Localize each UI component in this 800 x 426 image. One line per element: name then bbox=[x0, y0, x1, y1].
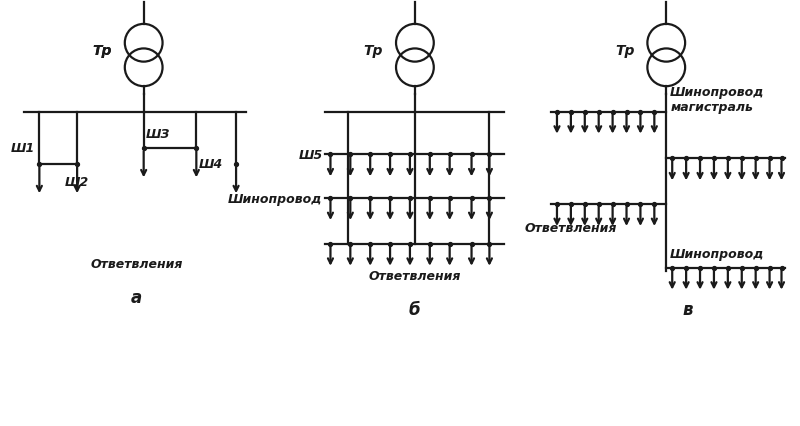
Text: Тр: Тр bbox=[92, 44, 112, 58]
Text: Шинопровод
магистраль: Шинопровод магистраль bbox=[670, 86, 765, 113]
Text: Ш5: Ш5 bbox=[298, 149, 322, 161]
Text: Ш1: Ш1 bbox=[10, 141, 34, 155]
Text: Ответвления: Ответвления bbox=[369, 270, 461, 282]
Text: Тр: Тр bbox=[92, 44, 112, 58]
Text: Ответвления: Ответвления bbox=[525, 222, 617, 235]
Text: б: б bbox=[409, 301, 421, 319]
Text: а: а bbox=[131, 289, 142, 307]
Text: ШЗ: ШЗ bbox=[146, 128, 170, 141]
Text: Шинопровод: Шинопровод bbox=[670, 248, 765, 261]
Text: Ответвления: Ответвления bbox=[90, 258, 183, 271]
Text: Ш2: Ш2 bbox=[65, 175, 90, 188]
Text: Тр: Тр bbox=[615, 44, 634, 58]
Text: Тр: Тр bbox=[363, 44, 383, 58]
Text: в: в bbox=[683, 301, 694, 319]
Text: Ш4: Ш4 bbox=[198, 158, 222, 170]
Text: Шинопровод: Шинопровод bbox=[228, 192, 322, 205]
